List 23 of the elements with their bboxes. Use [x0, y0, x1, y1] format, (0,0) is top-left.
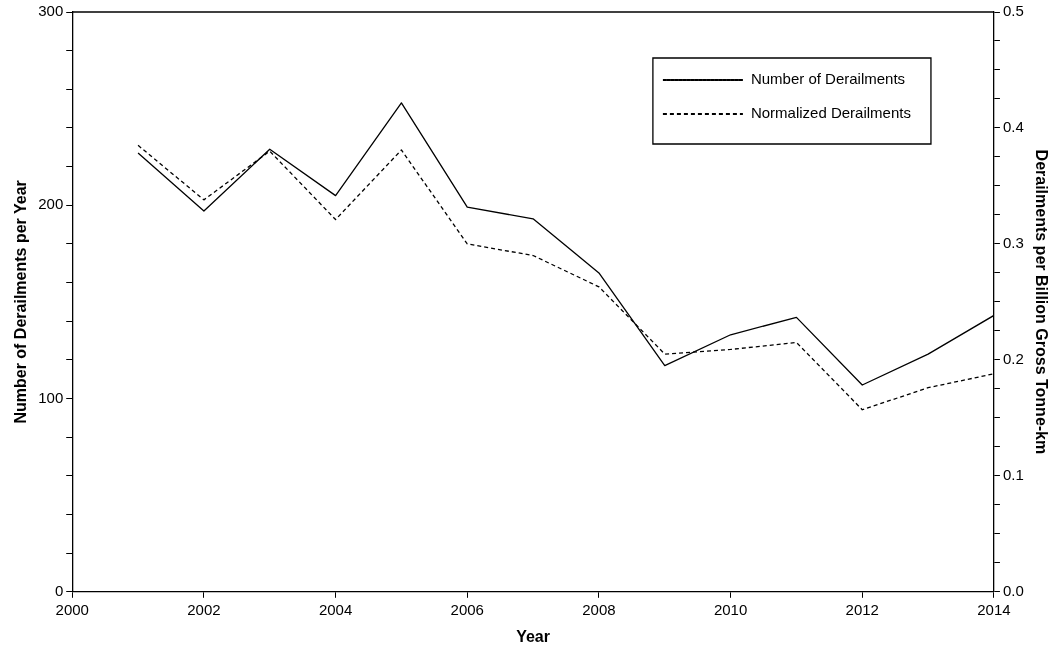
y-axis-title: Number of Derailments per Year: [12, 180, 30, 424]
x-axis-title: Year: [516, 627, 550, 645]
x-tick-label: 2004: [318, 600, 353, 618]
x-tick-label: 2008: [582, 600, 616, 618]
x-tick-label: 2000: [55, 600, 89, 618]
y2-tick-label: 0.5: [1002, 2, 1024, 20]
x-tick-label: 2010: [713, 600, 748, 618]
y2-tick-label: 0.2: [1002, 350, 1024, 368]
legend-label: Normalized Derailments: [750, 104, 911, 122]
x-tick-label: 2014: [977, 600, 1011, 618]
y2-tick-label: 0.4: [1002, 118, 1024, 136]
y-tick-label: 0: [54, 581, 64, 599]
y2-tick-label: 0.3: [1002, 234, 1024, 252]
y-tick-label: 200: [38, 195, 64, 213]
x-tick-label: 2002: [187, 600, 221, 618]
y2-tick-label: 0.1: [1002, 465, 1024, 483]
y-tick-label: 300: [38, 2, 64, 20]
legend-label: Number of Derailments: [750, 70, 906, 88]
y-tick-label: 100: [38, 388, 64, 406]
x-tick-label: 2012: [845, 600, 879, 618]
y2-axis-title: Derailments per Billion Gross Tonne-km: [1032, 149, 1050, 455]
y2-tick-label: 0.0: [1002, 581, 1024, 599]
x-tick-label: 2006: [450, 600, 484, 618]
